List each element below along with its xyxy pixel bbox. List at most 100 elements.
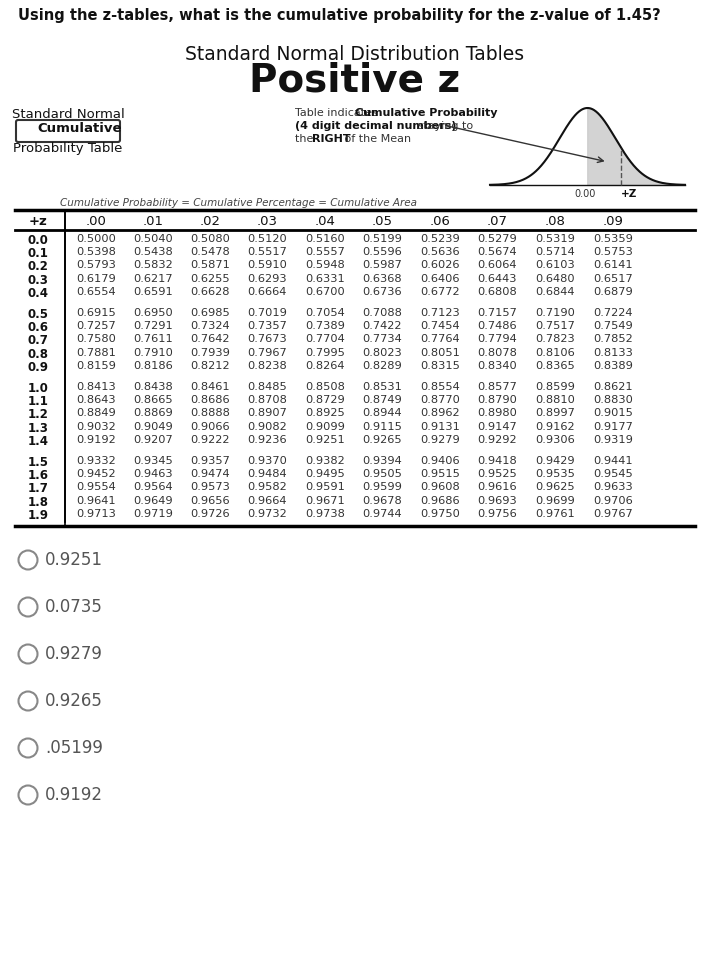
Text: 0.8997: 0.8997	[535, 408, 575, 419]
Text: 0.5478: 0.5478	[190, 247, 230, 258]
Text: 0.6368: 0.6368	[362, 273, 402, 284]
Circle shape	[18, 597, 38, 617]
Text: .05: .05	[371, 215, 393, 228]
Circle shape	[18, 739, 38, 757]
Text: 0.9573: 0.9573	[190, 482, 230, 493]
Text: 0.5080: 0.5080	[190, 234, 230, 244]
Text: 0.6985: 0.6985	[190, 308, 230, 318]
Text: 0.9066: 0.9066	[190, 422, 230, 431]
Text: 0.9131: 0.9131	[420, 422, 460, 431]
Text: 0.5160: 0.5160	[305, 234, 345, 244]
Text: 0.7291: 0.7291	[133, 321, 173, 331]
Text: 0.8770: 0.8770	[420, 395, 460, 405]
Text: 0.7019: 0.7019	[247, 308, 287, 318]
Text: 0.8621: 0.8621	[593, 382, 633, 392]
Text: +Z: +Z	[621, 189, 637, 199]
Text: 0.7549: 0.7549	[593, 321, 633, 331]
Text: 0.7517: 0.7517	[535, 321, 575, 331]
Text: 0.9115: 0.9115	[362, 422, 402, 431]
Text: 0.8810: 0.8810	[535, 395, 575, 405]
Text: 0.5398: 0.5398	[76, 247, 116, 258]
Text: 0.9641: 0.9641	[76, 496, 116, 506]
Text: 0.8665: 0.8665	[133, 395, 173, 405]
Text: 0.5239: 0.5239	[420, 234, 460, 244]
Text: 0.5871: 0.5871	[190, 261, 230, 270]
Text: 0.9177: 0.9177	[593, 422, 633, 431]
Text: 1.1: 1.1	[28, 395, 48, 408]
Text: 0.8413: 0.8413	[76, 382, 116, 392]
Text: .00: .00	[86, 215, 106, 228]
Text: 0.5636: 0.5636	[420, 247, 460, 258]
Text: 0.9292: 0.9292	[477, 434, 517, 445]
Text: 0.8264: 0.8264	[305, 361, 345, 371]
Text: 0.9693: 0.9693	[477, 496, 517, 506]
Text: 0.6480: 0.6480	[535, 273, 575, 284]
Text: .05199: .05199	[45, 739, 103, 757]
Text: 0.9625: 0.9625	[535, 482, 575, 493]
Text: 0.5557: 0.5557	[305, 247, 345, 258]
Text: 0.6844: 0.6844	[535, 287, 575, 297]
Text: 0.9678: 0.9678	[362, 496, 402, 506]
Text: 0.5199: 0.5199	[362, 234, 402, 244]
Text: 0.8869: 0.8869	[133, 408, 173, 419]
Text: 0.9429: 0.9429	[535, 456, 575, 466]
Text: 0.2: 0.2	[28, 261, 48, 273]
Text: 0.9032: 0.9032	[76, 422, 116, 431]
Text: 0.1: 0.1	[28, 247, 48, 261]
Text: 0.9207: 0.9207	[133, 434, 173, 445]
Text: 0.6331: 0.6331	[305, 273, 345, 284]
Text: 0.9706: 0.9706	[593, 496, 633, 506]
Text: 0.9767: 0.9767	[593, 508, 633, 519]
Circle shape	[18, 550, 38, 570]
Text: 0.8643: 0.8643	[76, 395, 116, 405]
Text: 0.8051: 0.8051	[420, 347, 460, 357]
Text: 0.7389: 0.7389	[305, 321, 345, 331]
Text: 0.7157: 0.7157	[477, 308, 517, 318]
Text: 0.9332: 0.9332	[76, 456, 116, 466]
Text: 0.9463: 0.9463	[133, 469, 173, 479]
Text: 0.8485: 0.8485	[247, 382, 287, 392]
Text: 0.8289: 0.8289	[362, 361, 402, 371]
Text: 0.7734: 0.7734	[362, 335, 402, 345]
Text: 0.9545: 0.9545	[593, 469, 633, 479]
Text: 0.7995: 0.7995	[305, 347, 345, 357]
Text: 0.6064: 0.6064	[477, 261, 517, 270]
Text: Cumulative Probability = Cumulative Percentage = Cumulative Area: Cumulative Probability = Cumulative Perc…	[60, 198, 417, 208]
Text: 0.6217: 0.6217	[133, 273, 173, 284]
Text: 0.9686: 0.9686	[420, 496, 460, 506]
Text: 0.5714: 0.5714	[535, 247, 575, 258]
Text: Table indicates: Table indicates	[295, 108, 381, 118]
Text: 0.9671: 0.9671	[305, 496, 345, 506]
Text: 0.8508: 0.8508	[305, 382, 345, 392]
Text: 0.8023: 0.8023	[362, 347, 402, 357]
Text: 0.5517: 0.5517	[247, 247, 287, 258]
Text: 0.9452: 0.9452	[76, 469, 116, 479]
Text: the: the	[295, 134, 317, 144]
Text: 0.7704: 0.7704	[305, 335, 345, 345]
Text: 0.9713: 0.9713	[76, 508, 116, 519]
Text: 0.6664: 0.6664	[247, 287, 287, 297]
Text: 0.9370: 0.9370	[247, 456, 287, 466]
Text: 0.5753: 0.5753	[593, 247, 633, 258]
Text: 0.8238: 0.8238	[247, 361, 287, 371]
Text: 0.6772: 0.6772	[420, 287, 460, 297]
Text: 0.00: 0.00	[575, 189, 596, 199]
Text: 1.2: 1.2	[28, 408, 48, 422]
Text: 0.6915: 0.6915	[76, 308, 116, 318]
Text: 0.8686: 0.8686	[190, 395, 230, 405]
Text: 1.7: 1.7	[28, 482, 48, 496]
Text: 0.9306: 0.9306	[535, 434, 575, 445]
Text: 0.8: 0.8	[28, 347, 48, 360]
Text: 0.9265: 0.9265	[45, 692, 103, 710]
Text: 0.9418: 0.9418	[477, 456, 517, 466]
Text: 0.6950: 0.6950	[133, 308, 173, 318]
Text: 0.9656: 0.9656	[190, 496, 230, 506]
Text: 0.6179: 0.6179	[76, 273, 116, 284]
Text: .03: .03	[256, 215, 278, 228]
Text: .09: .09	[603, 215, 623, 228]
Text: RIGHT: RIGHT	[312, 134, 351, 144]
Text: 0.5319: 0.5319	[535, 234, 575, 244]
Text: 0.9525: 0.9525	[477, 469, 517, 479]
Text: 0.8907: 0.8907	[247, 408, 287, 419]
Text: 0.9319: 0.9319	[593, 434, 633, 445]
